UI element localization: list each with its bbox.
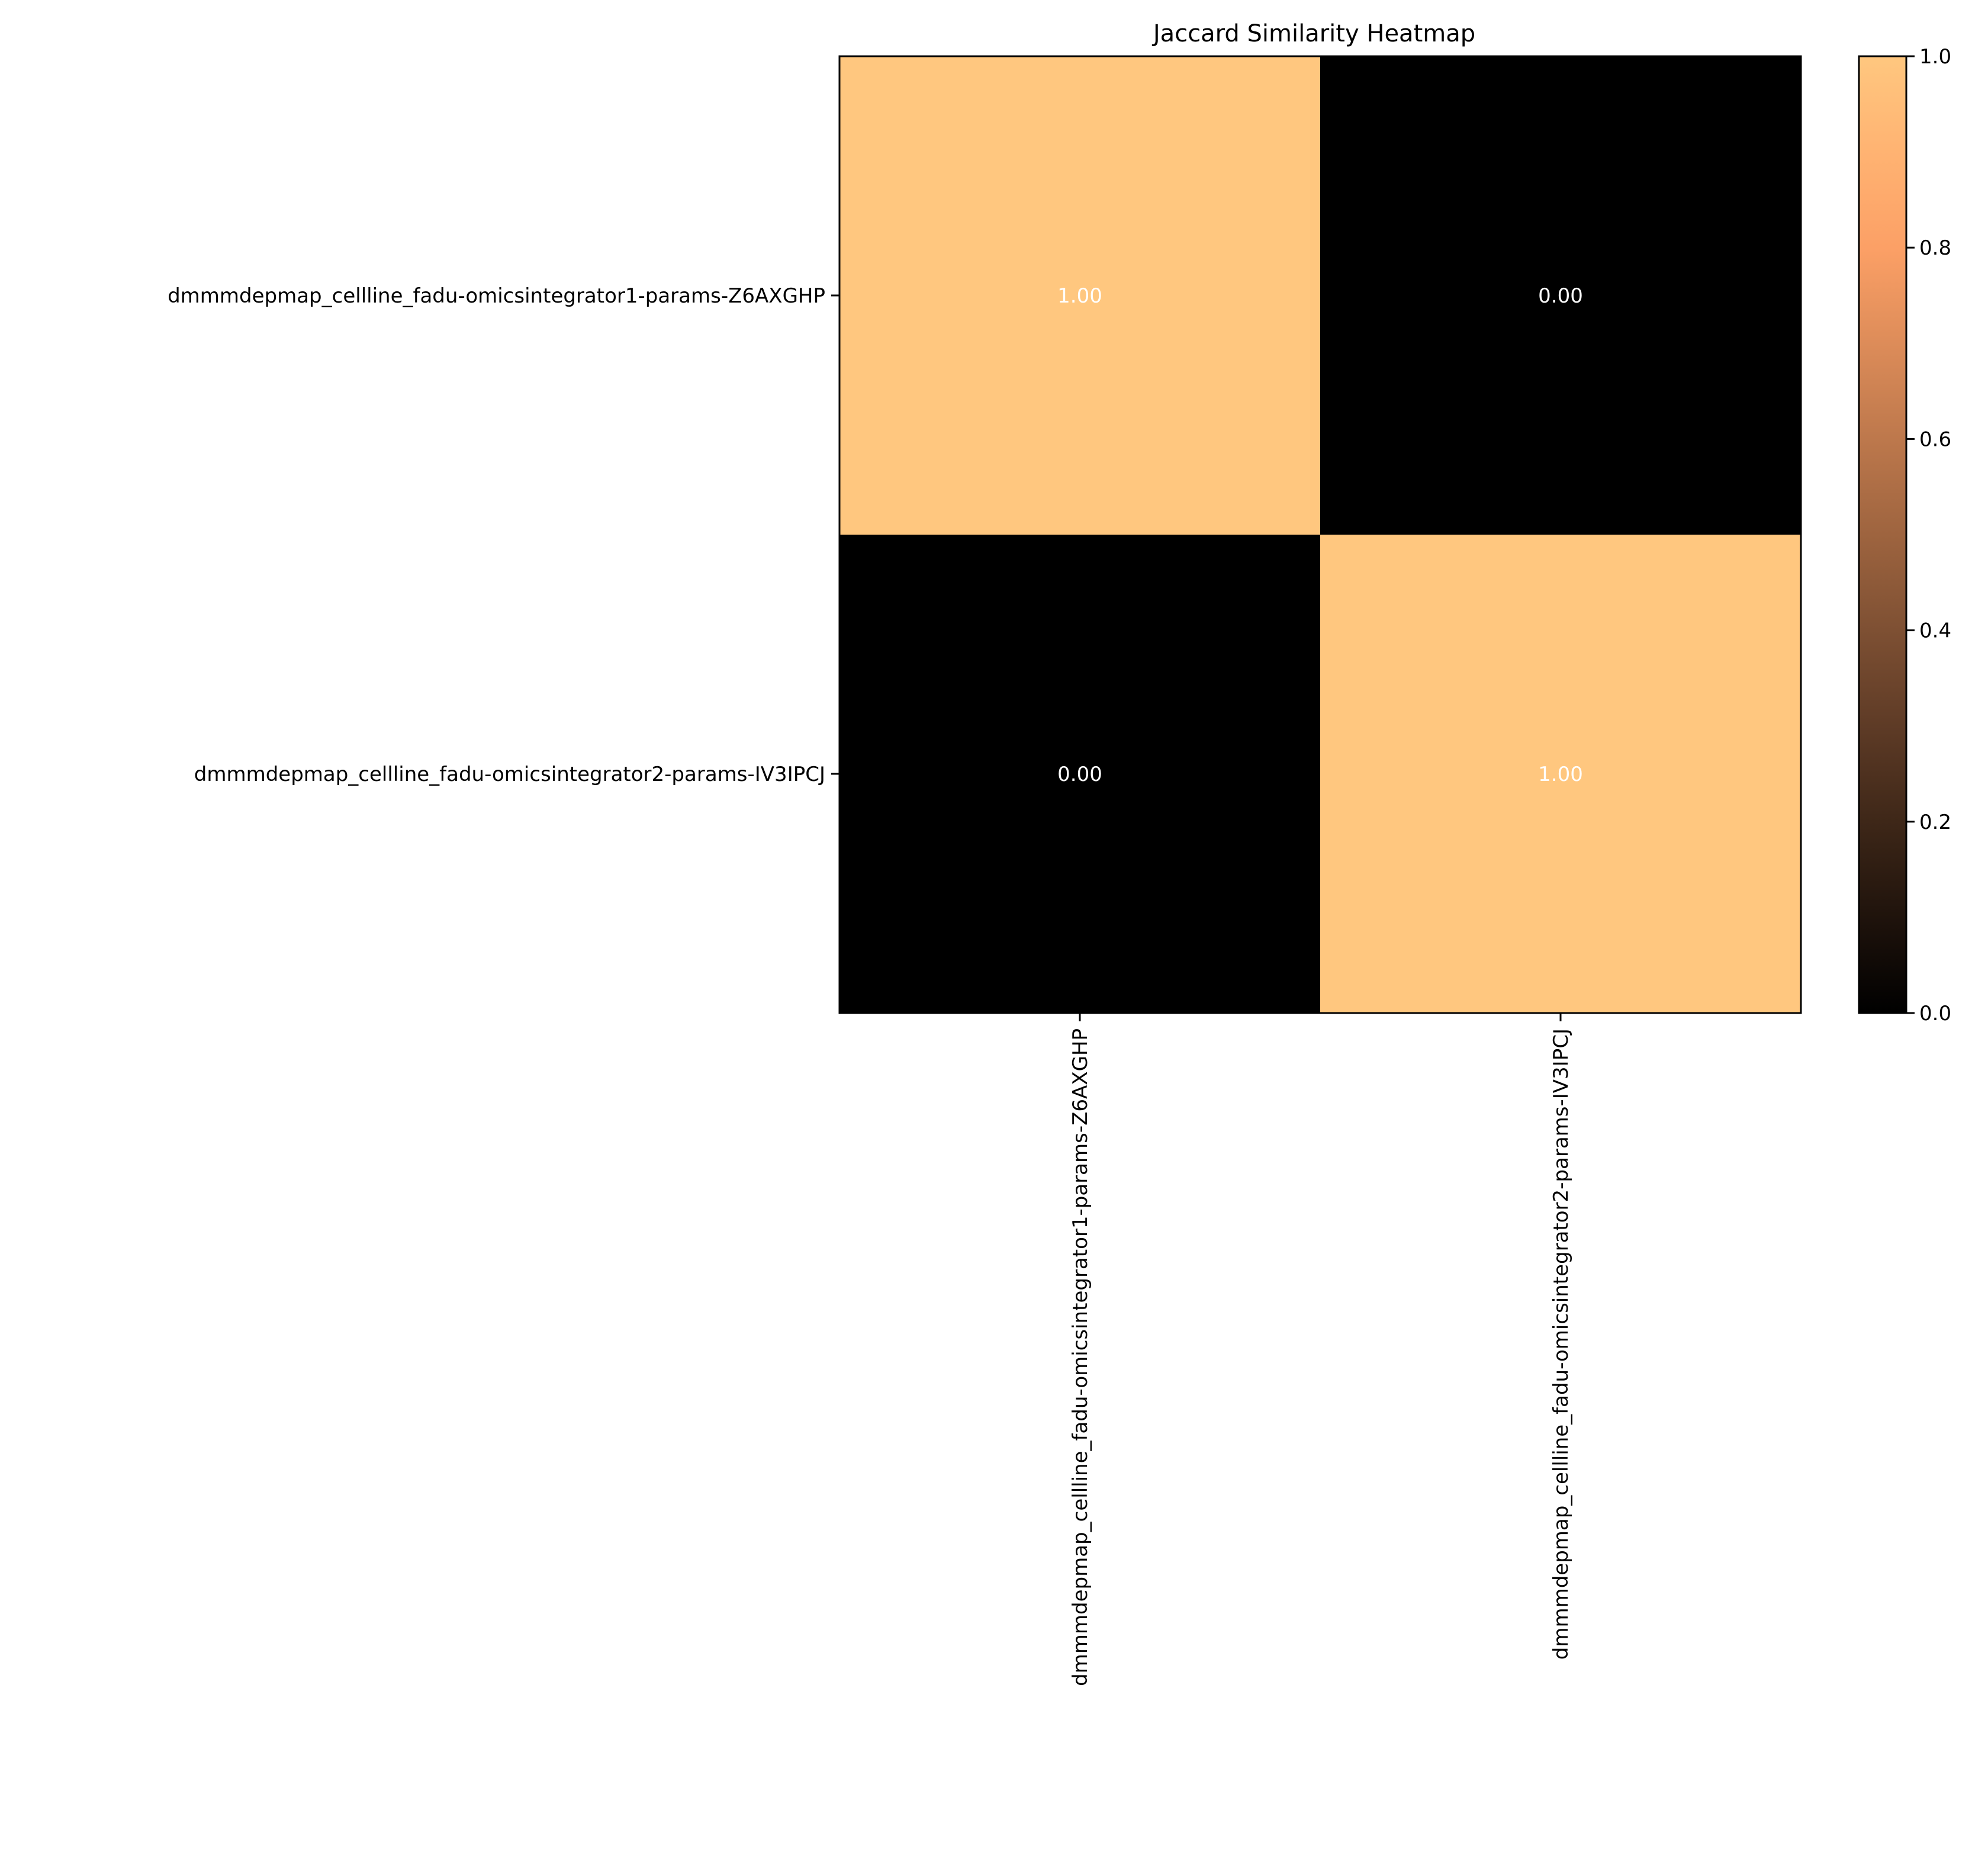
y-tick-label: dmmmdepmap_cellline_fadu-omicsintegrator… <box>168 284 825 308</box>
y-tick-label: dmmmdepmap_cellline_fadu-omicsintegrator… <box>194 763 825 786</box>
plot-frame <box>838 55 1802 1014</box>
colorbar-tick-label: 0.0 <box>1919 1002 1951 1025</box>
heatmap-cell-r1-c0 <box>839 535 1320 1013</box>
cell-value-label: 1.00 <box>1538 763 1583 786</box>
chart-title: Jaccard Similarity Heatmap <box>1151 20 1475 47</box>
cell-value-label: 0.00 <box>1538 284 1583 308</box>
colorbar <box>1858 55 1907 1014</box>
colorbar-tick-label: 0.2 <box>1919 811 1951 834</box>
cell-value-label: 1.00 <box>1057 284 1102 308</box>
heatmap-cell-r1-c1 <box>1320 535 1801 1013</box>
colorbar-tick-label: 0.6 <box>1919 427 1951 451</box>
colorbar-tick-label: 0.8 <box>1919 236 1951 260</box>
x-tick-label: dmmmdepmap_cellline_fadu-omicsintegrator… <box>1069 1028 1092 1686</box>
colorbar-tick-label: 1.0 <box>1919 45 1951 69</box>
heatmap-cell-r0-c1 <box>1320 56 1801 535</box>
x-tick-label: dmmmdepmap_cellline_fadu-omicsintegrator… <box>1549 1028 1573 1660</box>
heatmap-cell-r0-c0 <box>839 56 1320 535</box>
colorbar-tick-label: 0.4 <box>1919 619 1951 643</box>
colorbar-axis: 0.0 0.2 0.4 0.6 0.8 1.0 <box>1906 45 1951 1025</box>
y-axis: dmmmdepmap_cellline_fadu-omicsintegrator… <box>168 284 839 786</box>
cell-value-label: 0.00 <box>1057 763 1102 786</box>
x-axis: dmmmdepmap_cellline_fadu-omicsintegrator… <box>1069 1013 1573 1686</box>
heatmap-cells: 1.00 0.00 0.00 1.00 <box>839 56 1801 1013</box>
